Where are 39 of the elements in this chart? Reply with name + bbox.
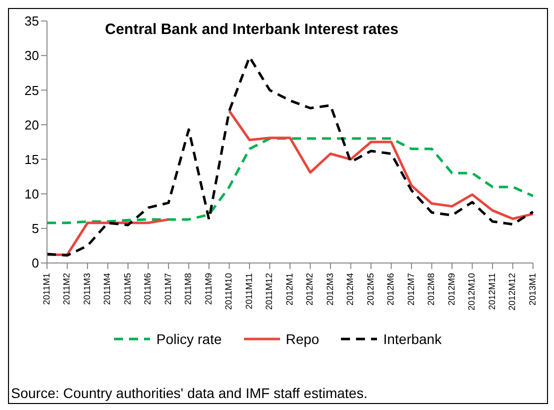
x-tick-label: 2012M4 [345, 273, 356, 306]
line-series [46, 137, 534, 224]
y-tick-label: 10 [24, 186, 39, 202]
x-tick-label: 2011M2 [62, 273, 72, 305]
x-tick-label: 2012M12 [507, 273, 518, 311]
x-tick-label: 2011M7 [162, 273, 173, 305]
x-tick-label: 2011M10 [224, 273, 234, 310]
y-tick-label: 15 [24, 152, 39, 167]
x-tick-label: 2011M8 [183, 273, 194, 305]
y-tick-label: 25 [24, 82, 39, 98]
x-tick-label: 2012M3 [324, 273, 335, 306]
x-tick-label: 2011M11 [244, 273, 254, 310]
legend-label: Repo [284, 331, 320, 347]
source-note: Source: Country authorities' data and IMF staff estimates. [11, 385, 368, 401]
x-tick-label: 2012M2 [304, 273, 315, 306]
x-tick-label: 2011M3 [82, 273, 92, 305]
y-tick-label: 20 [24, 117, 39, 132]
chart-title: Central Bank and Interbank Interest rates [105, 21, 398, 38]
legend-label: Interbank [382, 331, 442, 347]
x-tick-label: 2011M1 [41, 273, 52, 305]
x-tick-label: 2011M6 [142, 273, 153, 305]
x-tick-label: 2012M9 [446, 273, 456, 306]
x-tick-label: 2012M11 [486, 273, 497, 310]
x-tick-label: 2012M10 [466, 273, 477, 311]
x-tick-label: 2013M1 [527, 273, 538, 306]
y-tick-label: 30 [24, 48, 39, 64]
legend-label: Policy rate [155, 331, 222, 347]
y-tick-label: 5 [32, 221, 39, 236]
x-tick-label: 2012M1 [284, 273, 294, 306]
x-tick-label: 2011M12 [264, 273, 274, 310]
y-tick-label: 0 [32, 256, 39, 271]
x-tick-label: 2011M4 [102, 273, 112, 305]
x-tick-label: 2011M9 [203, 273, 214, 305]
x-tick-label: 2012M7 [406, 273, 416, 306]
x-tick-label: 2012M8 [426, 273, 436, 306]
x-tick-label: 2011M5 [122, 273, 132, 305]
x-tick-label: 2012M6 [386, 273, 396, 306]
y-tick-label: 35 [24, 14, 39, 29]
x-tick-label: 2012M5 [365, 273, 376, 306]
